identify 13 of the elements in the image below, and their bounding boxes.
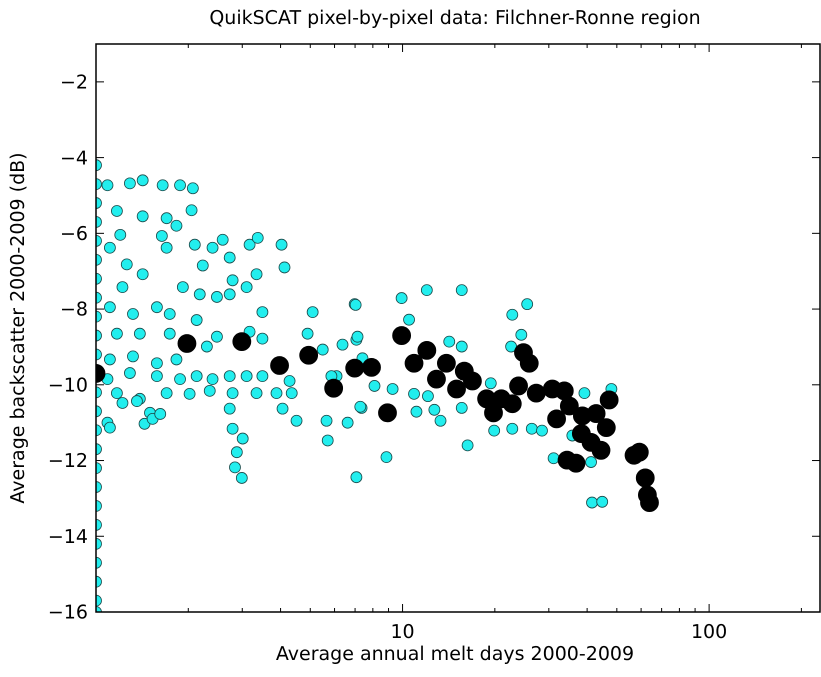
y-tick-label: −14: [48, 526, 88, 548]
y-tick-label: −8: [60, 298, 88, 321]
chart-title: QuikSCAT pixel-by-pixel data: Filchner-Ronne region: [209, 7, 701, 29]
x-axis-title: Average annual melt days 2000-2009: [276, 643, 634, 665]
y-tick-label: −2: [60, 72, 88, 94]
y-axis-title: Average backscatter 2000-2009 (dB): [7, 152, 29, 504]
y-tick-label: −4: [60, 147, 88, 170]
x-tick-label: 10: [390, 621, 415, 643]
x-tick-label: 100: [690, 621, 728, 643]
y-tick-label: −16: [48, 602, 88, 624]
y-tick-label: −6: [60, 222, 88, 245]
y-tick-label: −10: [48, 374, 88, 396]
y-tick-label: −12: [48, 450, 88, 472]
